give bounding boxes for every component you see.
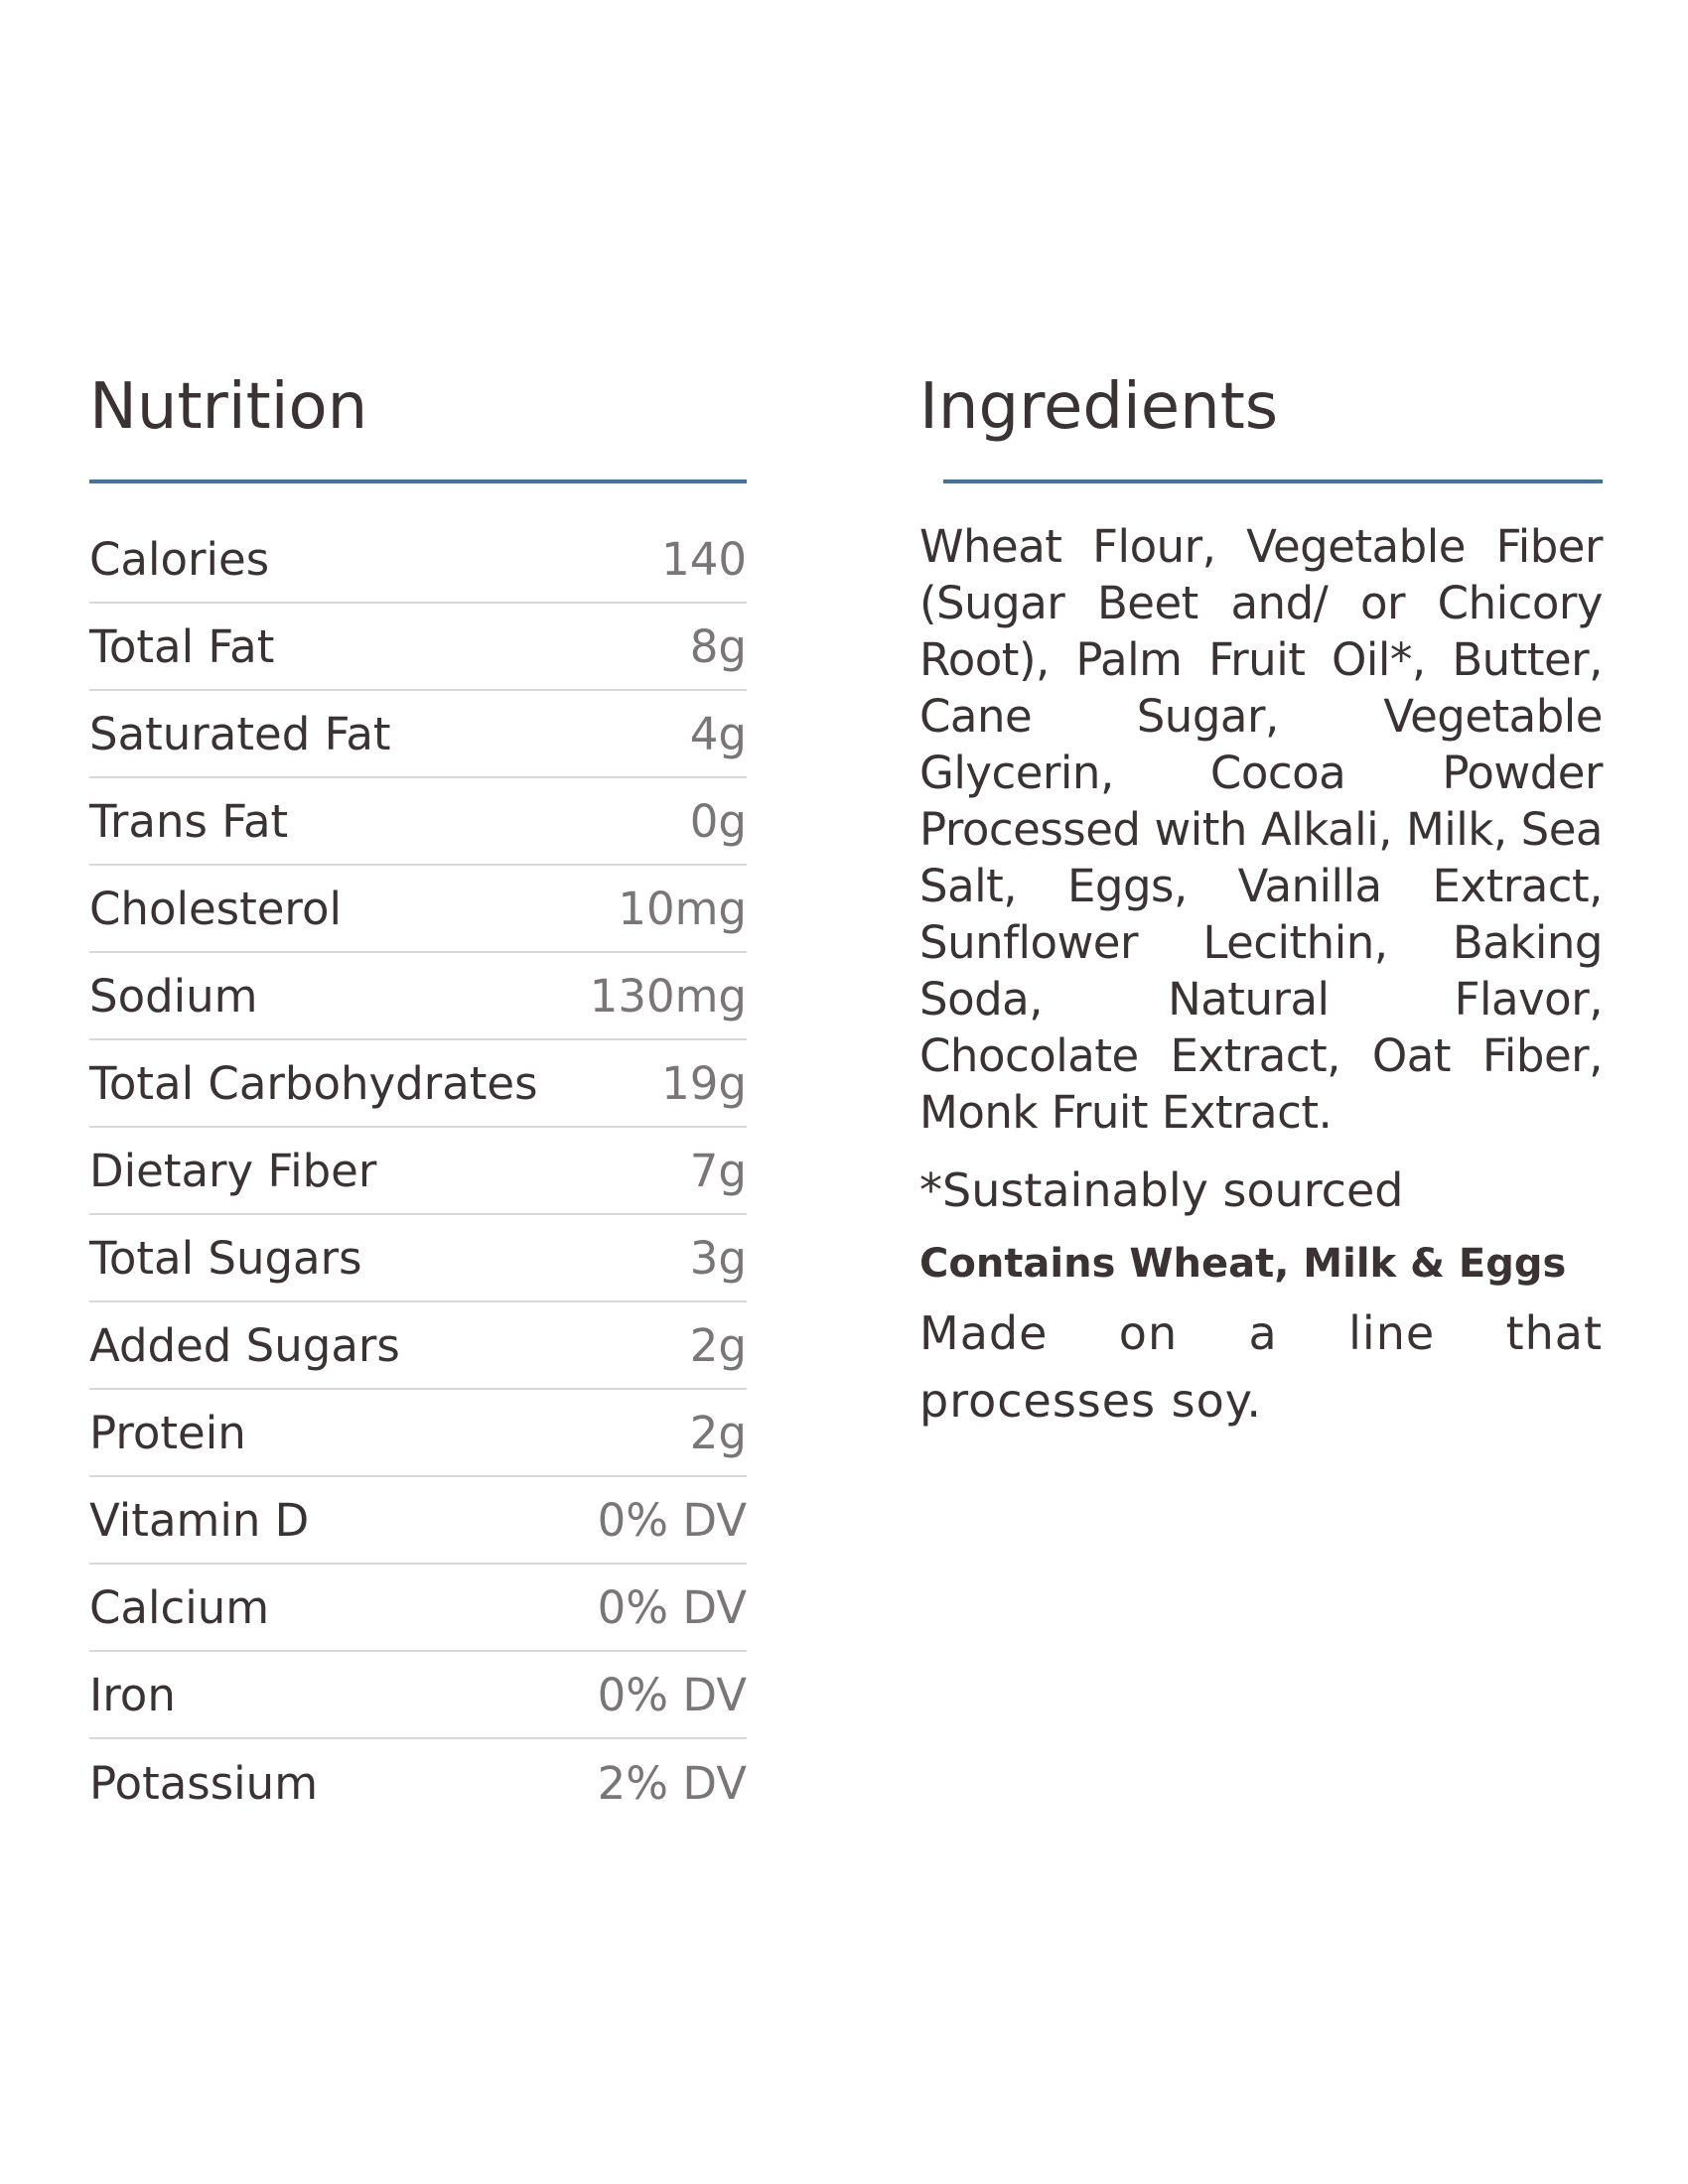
nutrient-amount: 8g	[689, 619, 747, 673]
nutrient-amount: 140	[661, 532, 747, 586]
nutrition-heading: Nutrition	[89, 370, 368, 444]
nutrition-row-dietary-fiber: Dietary Fiber 7g	[89, 1128, 747, 1215]
nutrition-row-sodium: Sodium 130mg	[89, 953, 747, 1040]
nutrition-heading-rule	[89, 479, 747, 483]
nutrient-name: Trans Fat	[89, 794, 289, 848]
allergen-statement: Contains Wheat, Milk & Eggs	[919, 1241, 1567, 1287]
nutrition-row-calories: Calories 140	[89, 516, 747, 604]
nutrient-amount: 0% DV	[597, 1580, 747, 1634]
nutrition-row-trans-fat: Trans Fat 0g	[89, 778, 747, 866]
nutrient-amount: 3g	[689, 1231, 747, 1285]
nutrition-row-total-carbohydrates: Total Carbohydrates 19g	[89, 1040, 747, 1128]
sustainability-footnote: *Sustainably sourced	[919, 1163, 1404, 1217]
nutrient-amount: 19g	[661, 1056, 747, 1110]
nutrition-row-potassium: Potassium 2% DV	[89, 1739, 747, 1827]
nutrient-name: Saturated Fat	[89, 707, 391, 760]
nutrition-table: Calories 140 Total Fat 8g Saturated Fat …	[89, 516, 747, 1827]
nutrient-name: Calories	[89, 532, 270, 586]
nutrition-row-protein: Protein 2g	[89, 1390, 747, 1477]
nutrition-row-added-sugars: Added Sugars 2g	[89, 1302, 747, 1390]
ingredients-heading-rule	[943, 479, 1603, 483]
nutrient-name: Protein	[89, 1406, 246, 1459]
nutrient-amount: 2% DV	[597, 1756, 747, 1810]
nutrient-amount: 130mg	[589, 969, 747, 1023]
nutrient-name: Total Sugars	[89, 1231, 362, 1285]
nutrition-row-total-fat: Total Fat 8g	[89, 604, 747, 691]
nutrition-row-saturated-fat: Saturated Fat 4g	[89, 691, 747, 778]
nutrient-name: Calcium	[89, 1580, 270, 1634]
ingredients-list: Wheat Flour, Vegetable Fiber (Sugar Beet…	[919, 520, 1604, 1139]
nutrient-name: Iron	[89, 1668, 176, 1721]
nutrient-amount: 0% DV	[597, 1493, 747, 1547]
nutrition-row-total-sugars: Total Sugars 3g	[89, 1215, 747, 1302]
nutrient-name: Cholesterol	[89, 882, 342, 935]
nutrient-amount: 2g	[689, 1406, 747, 1459]
nutrient-name: Dietary Fiber	[89, 1144, 377, 1197]
nutrient-name: Vitamin D	[89, 1493, 310, 1547]
nutrient-amount: 4g	[689, 707, 747, 760]
nutrient-name: Total Fat	[89, 619, 275, 673]
nutrient-amount: 7g	[689, 1144, 747, 1197]
nutrient-name: Sodium	[89, 969, 258, 1023]
nutrient-amount: 10mg	[618, 882, 747, 935]
nutrient-name: Total Carbohydrates	[89, 1056, 538, 1110]
nutrition-row-calcium: Calcium 0% DV	[89, 1565, 747, 1652]
nutrient-amount: 0g	[689, 794, 747, 848]
nutrient-amount: 2g	[689, 1318, 747, 1372]
ingredients-heading: Ingredients	[919, 370, 1279, 444]
processing-note: Made on a line that processes soy.	[919, 1306, 1603, 1428]
ingredients-panel: Wheat Flour, Vegetable Fiber (Sugar Beet…	[919, 518, 1604, 1434]
nutrition-row-iron: Iron 0% DV	[89, 1652, 747, 1739]
nutrient-name: Added Sugars	[89, 1318, 400, 1372]
nutrition-row-cholesterol: Cholesterol 10mg	[89, 866, 747, 953]
nutrient-amount: 0% DV	[597, 1668, 747, 1721]
nutrition-row-vitamin-d: Vitamin D 0% DV	[89, 1477, 747, 1565]
nutrient-name: Potassium	[89, 1756, 319, 1810]
